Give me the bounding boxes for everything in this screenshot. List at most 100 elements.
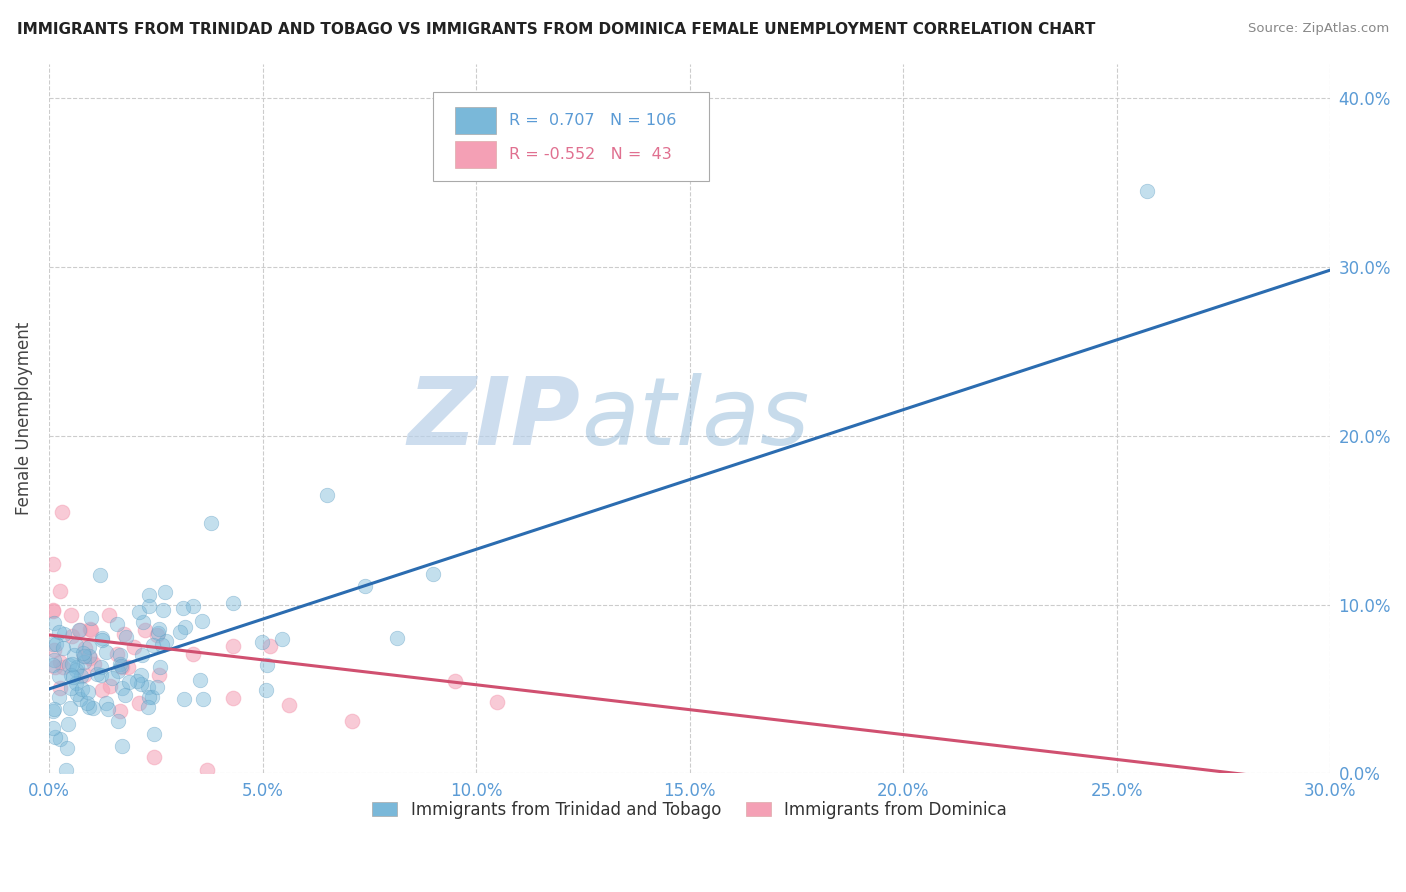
Point	[315, 488, 337, 502]
Point	[100, 671, 122, 685]
Point	[77, 685, 100, 699]
Point	[42, 557, 65, 571]
Point	[59, 700, 82, 714]
Point	[42, 721, 65, 735]
Point	[486, 696, 509, 710]
Point	[146, 680, 169, 694]
Point	[60, 608, 83, 623]
Point	[44, 642, 66, 657]
Point	[188, 673, 211, 687]
Point	[80, 611, 103, 625]
Point	[89, 568, 111, 582]
Point	[60, 657, 83, 672]
Point	[44, 660, 66, 674]
Point	[42, 657, 65, 672]
Point	[105, 617, 128, 632]
Point	[60, 681, 83, 695]
Point	[82, 700, 104, 714]
Point	[129, 676, 152, 690]
Point	[222, 639, 245, 653]
Point	[91, 682, 114, 697]
Point	[94, 645, 117, 659]
Point	[118, 674, 141, 689]
Point	[65, 676, 87, 690]
Point	[107, 664, 129, 678]
Point	[105, 647, 128, 661]
Text: R = -0.552   N =  43: R = -0.552 N = 43	[509, 146, 672, 161]
Point	[183, 599, 205, 613]
Bar	[456, 141, 496, 168]
Point	[422, 567, 444, 582]
Point	[97, 701, 120, 715]
Point	[128, 606, 150, 620]
Point	[69, 623, 91, 637]
Point	[153, 584, 176, 599]
Point	[107, 714, 129, 729]
Point	[56, 717, 79, 731]
Point	[77, 640, 100, 654]
Point	[49, 732, 72, 747]
Point	[200, 516, 222, 531]
Point	[138, 599, 160, 613]
Point	[443, 673, 465, 688]
Point	[114, 630, 136, 644]
Point	[342, 714, 364, 728]
Point	[52, 641, 75, 656]
Point	[83, 657, 105, 672]
Point	[111, 660, 134, 674]
Point	[90, 668, 112, 682]
Point	[65, 663, 87, 677]
Point	[80, 624, 103, 638]
Point	[222, 691, 245, 706]
Point	[44, 701, 66, 715]
Point	[146, 626, 169, 640]
Point	[42, 653, 65, 667]
Point	[172, 600, 194, 615]
Point	[152, 603, 174, 617]
Point	[129, 668, 152, 682]
Point	[195, 763, 218, 777]
Point	[44, 615, 66, 630]
Point	[112, 627, 135, 641]
Point	[73, 667, 96, 681]
Point	[48, 669, 70, 683]
Point	[42, 637, 65, 651]
Point	[98, 679, 121, 693]
Point	[55, 763, 77, 777]
Point	[148, 668, 170, 682]
Text: Source: ZipAtlas.com: Source: ZipAtlas.com	[1249, 22, 1389, 36]
Point	[42, 604, 65, 618]
Bar	[456, 107, 496, 135]
Point	[42, 603, 65, 617]
Point	[124, 640, 146, 654]
Point	[56, 741, 79, 756]
Point	[152, 638, 174, 652]
Point	[250, 635, 273, 649]
Point	[73, 649, 96, 664]
Point	[134, 623, 156, 637]
Point	[52, 660, 75, 674]
Point	[49, 681, 72, 695]
Point	[125, 673, 148, 688]
Point	[138, 690, 160, 705]
Point	[44, 730, 66, 744]
Point	[48, 655, 70, 669]
Point	[385, 632, 408, 646]
Point	[94, 696, 117, 710]
Point	[1135, 184, 1157, 198]
Point	[131, 615, 153, 630]
Point	[142, 639, 165, 653]
Point	[58, 658, 80, 673]
Point	[69, 692, 91, 706]
Point	[145, 628, 167, 642]
Point	[42, 705, 65, 719]
Y-axis label: Female Unemployment: Female Unemployment	[15, 322, 32, 516]
Point	[90, 632, 112, 647]
Point	[155, 633, 177, 648]
Point	[77, 648, 100, 663]
Point	[222, 596, 245, 610]
Point	[173, 692, 195, 706]
Point	[91, 631, 114, 645]
Point	[52, 627, 75, 641]
Point	[73, 649, 96, 664]
